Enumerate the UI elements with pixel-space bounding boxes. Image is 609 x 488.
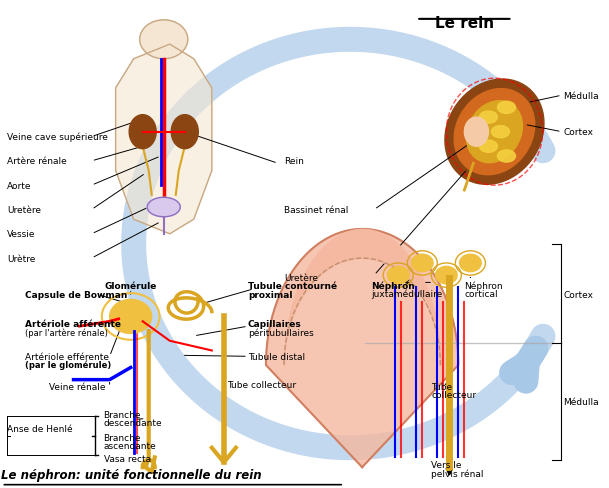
Circle shape	[412, 255, 433, 272]
Ellipse shape	[465, 118, 488, 147]
Circle shape	[139, 21, 188, 60]
Text: Aorte: Aorte	[7, 181, 32, 190]
Text: Cortex: Cortex	[563, 290, 594, 300]
Text: Vessie: Vessie	[7, 230, 36, 239]
Text: Rein: Rein	[284, 157, 304, 166]
Text: descendante: descendante	[104, 418, 162, 427]
Circle shape	[387, 267, 409, 285]
Polygon shape	[266, 229, 459, 467]
Text: Glomérule: Glomérule	[105, 282, 157, 291]
Ellipse shape	[171, 116, 199, 149]
Text: Vasa recta: Vasa recta	[104, 454, 151, 463]
Text: Cortex: Cortex	[563, 128, 594, 137]
Ellipse shape	[479, 112, 498, 124]
Ellipse shape	[498, 151, 515, 163]
Text: Néphron: Néphron	[465, 281, 503, 290]
Circle shape	[110, 300, 152, 334]
Text: Uretère: Uretère	[7, 205, 41, 215]
Circle shape	[435, 267, 457, 285]
Text: Veine cave supérieure: Veine cave supérieure	[7, 133, 108, 142]
Text: Tube collecteur: Tube collecteur	[227, 380, 296, 389]
Text: Vers le: Vers le	[431, 460, 462, 469]
Text: Artériole efférente: Artériole efférente	[26, 352, 110, 361]
Text: Branche: Branche	[104, 434, 141, 443]
Text: Uretère: Uretère	[284, 273, 318, 283]
Text: proximal: proximal	[248, 290, 292, 299]
Ellipse shape	[147, 198, 180, 217]
Text: Bassinet rénal: Bassinet rénal	[284, 205, 348, 215]
Text: Médulla: Médulla	[563, 92, 599, 101]
Ellipse shape	[466, 102, 523, 163]
Text: pelvis rénal: pelvis rénal	[431, 468, 484, 478]
Text: Artériole afférente: Artériole afférente	[26, 320, 121, 328]
Text: Le rein: Le rein	[435, 16, 494, 31]
Text: Veine rénale: Veine rénale	[49, 383, 106, 392]
Ellipse shape	[491, 126, 510, 139]
Text: Branche: Branche	[104, 410, 141, 419]
Ellipse shape	[498, 102, 515, 114]
Text: collecteur: collecteur	[431, 390, 476, 399]
Text: Capillaires: Capillaires	[248, 320, 301, 328]
Text: Tubule contourné: Tubule contourné	[248, 282, 337, 291]
Text: Tube: Tube	[431, 383, 452, 392]
Ellipse shape	[479, 141, 498, 153]
Text: péritubullaires: péritubullaires	[248, 327, 314, 337]
Text: Le néphron: unité fonctionnelle du rein: Le néphron: unité fonctionnelle du rein	[1, 468, 262, 481]
Text: ascendante: ascendante	[104, 441, 157, 450]
Circle shape	[460, 255, 481, 272]
Text: juxtamédullaire: juxtamédullaire	[371, 289, 442, 298]
Text: Néphron: Néphron	[371, 281, 415, 290]
Polygon shape	[116, 45, 212, 234]
Ellipse shape	[454, 89, 535, 175]
Ellipse shape	[129, 116, 157, 149]
Text: Urètre: Urètre	[7, 254, 36, 263]
Text: Artère rénale: Artère rénale	[7, 157, 67, 166]
Ellipse shape	[445, 80, 544, 185]
Text: Capsule de Bowman: Capsule de Bowman	[26, 290, 128, 300]
Text: (par le glomérule): (par le glomérule)	[26, 360, 111, 369]
Text: (par l'artère rénale): (par l'artère rénale)	[26, 327, 108, 337]
Text: Médulla: Médulla	[563, 397, 599, 406]
Text: cortical: cortical	[465, 289, 498, 298]
Text: Anse de Henlé: Anse de Henlé	[7, 424, 73, 433]
Text: Tubule distal: Tubule distal	[248, 352, 305, 361]
